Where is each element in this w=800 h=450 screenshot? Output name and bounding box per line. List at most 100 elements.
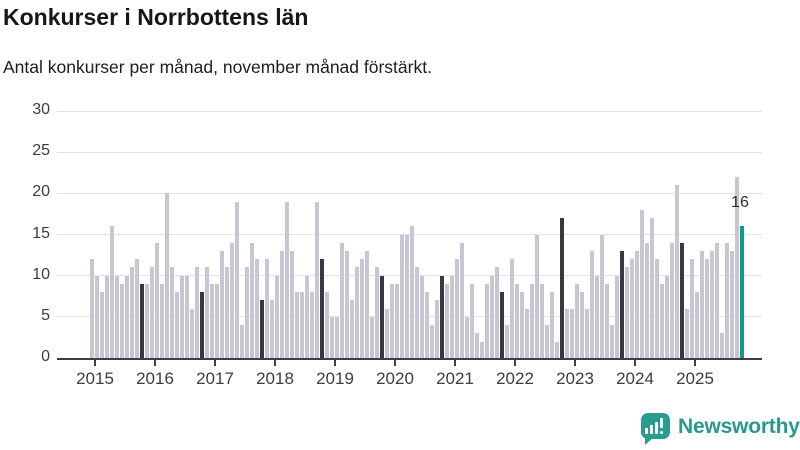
month-bar-2020-5 bbox=[410, 226, 415, 358]
november-bar-2022-11 bbox=[560, 218, 565, 358]
x-axis-label-2023: 2023 bbox=[556, 369, 594, 388]
month-bar-2020-2 bbox=[395, 283, 400, 358]
month-bar-2017-2 bbox=[215, 283, 220, 358]
month-bar-2018-7 bbox=[300, 292, 305, 358]
x-axis-label-2016: 2016 bbox=[136, 369, 174, 388]
month-bar-2024-8 bbox=[665, 275, 670, 358]
x-axis-label-2024: 2024 bbox=[616, 369, 654, 388]
x-axis-tick-2024 bbox=[634, 360, 636, 366]
month-bar-2019-3 bbox=[340, 242, 345, 358]
y-axis-label-20: 20 bbox=[32, 183, 50, 201]
x-axis-tick-2022 bbox=[514, 360, 516, 366]
november-bar-2024-11 bbox=[680, 242, 685, 358]
month-bar-2017-8 bbox=[245, 267, 250, 358]
x-axis-tick-2015 bbox=[94, 360, 96, 366]
month-bar-2020-9 bbox=[430, 325, 435, 358]
month-bar-2023-2 bbox=[575, 283, 580, 358]
month-bar-2025-5 bbox=[710, 250, 715, 358]
month-bar-2021-3 bbox=[460, 242, 465, 358]
month-bar-2020-6 bbox=[415, 267, 420, 358]
month-bar-2024-9 bbox=[670, 242, 675, 358]
y-axis-label-0: 0 bbox=[41, 348, 50, 365]
month-bar-2016-2 bbox=[155, 242, 160, 358]
month-bar-2017-1 bbox=[210, 283, 215, 358]
month-bar-2019-8 bbox=[365, 250, 370, 358]
month-bar-2025-1 bbox=[690, 259, 695, 358]
newsworthy-logo-icon bbox=[641, 413, 670, 439]
month-bar-2015-1 bbox=[90, 259, 95, 358]
month-bar-2020-8 bbox=[425, 292, 430, 358]
month-bar-2023-9 bbox=[610, 325, 615, 358]
x-axis-tick-2021 bbox=[454, 360, 456, 366]
x-axis-label-2018: 2018 bbox=[256, 369, 294, 388]
november-bar-2020-11 bbox=[440, 275, 445, 358]
month-bar-2021-2 bbox=[455, 259, 460, 358]
month-bar-2017-3 bbox=[220, 250, 225, 358]
november-bar-2018-11 bbox=[320, 259, 325, 358]
month-bar-2022-7 bbox=[540, 283, 545, 358]
y-axis-label-25: 25 bbox=[32, 142, 50, 160]
month-bar-2017-9 bbox=[250, 242, 255, 358]
month-bar-2021-6 bbox=[475, 333, 480, 358]
month-bar-2024-4 bbox=[645, 242, 650, 358]
y-axis-label-30: 30 bbox=[32, 101, 50, 118]
y-axis-label-15: 15 bbox=[32, 224, 50, 242]
month-bar-2023-3 bbox=[580, 292, 585, 358]
month-bar-2022-8 bbox=[545, 325, 550, 358]
month-bar-2015-7 bbox=[120, 283, 125, 358]
x-axis-tick-2019 bbox=[334, 360, 336, 366]
november-bar-2021-11 bbox=[500, 292, 505, 358]
month-bar-2025-7 bbox=[720, 333, 725, 358]
month-bar-2024-12 bbox=[685, 308, 690, 358]
x-axis-label-2022: 2022 bbox=[496, 369, 534, 388]
month-bar-2015-4 bbox=[105, 275, 110, 358]
month-bar-2025-8 bbox=[725, 242, 730, 358]
month-bar-2023-10 bbox=[615, 275, 620, 358]
gridline-20 bbox=[57, 192, 762, 194]
month-bar-2016-4 bbox=[165, 193, 170, 358]
november-bar-2017-11 bbox=[260, 300, 265, 358]
month-bar-2018-2 bbox=[275, 275, 280, 358]
month-bar-2016-9 bbox=[190, 308, 195, 358]
month-bar-2019-12 bbox=[385, 308, 390, 358]
month-bar-2016-8 bbox=[185, 275, 190, 358]
x-axis-tick-2018 bbox=[274, 360, 276, 366]
month-bar-2017-5 bbox=[230, 242, 235, 358]
november-bar-2023-11 bbox=[620, 250, 625, 358]
month-bar-2017-10 bbox=[255, 259, 260, 358]
x-axis-tick-2025 bbox=[694, 360, 696, 366]
month-bar-2023-12 bbox=[625, 267, 630, 358]
month-bar-2018-8 bbox=[305, 275, 310, 358]
month-bar-2018-4 bbox=[285, 201, 290, 358]
month-bar-2022-2 bbox=[515, 283, 520, 358]
month-bar-2021-4 bbox=[465, 316, 470, 358]
month-bar-2021-7 bbox=[480, 341, 485, 358]
x-axis-label-2015: 2015 bbox=[76, 369, 114, 388]
month-bar-2017-7 bbox=[240, 325, 245, 358]
month-bar-2015-6 bbox=[115, 275, 120, 358]
month-bar-2021-5 bbox=[470, 283, 475, 358]
month-bar-2025-3 bbox=[700, 250, 705, 358]
month-bar-2018-3 bbox=[280, 250, 285, 358]
gridline-15 bbox=[57, 234, 762, 235]
month-bar-2021-9 bbox=[490, 275, 495, 358]
page-title: Konkurser i Norrbottens län bbox=[3, 4, 309, 30]
month-bar-2021-12 bbox=[505, 325, 510, 358]
month-bar-2024-7 bbox=[660, 283, 665, 358]
month-bar-2016-12 bbox=[205, 267, 210, 358]
month-bar-2018-9 bbox=[310, 292, 315, 358]
month-bar-2020-10 bbox=[435, 300, 440, 358]
month-bar-2024-5 bbox=[650, 218, 655, 358]
month-bar-2016-7 bbox=[180, 275, 185, 358]
month-bar-2017-12 bbox=[265, 259, 270, 358]
x-axis-label-2017: 2017 bbox=[196, 369, 234, 388]
month-bar-2019-1 bbox=[330, 316, 335, 358]
month-bar-2023-5 bbox=[590, 250, 595, 358]
chart-subtitle: Antal konkurser per månad, november måna… bbox=[3, 57, 432, 77]
month-bar-2022-3 bbox=[520, 292, 525, 358]
y-axis-label-10: 10 bbox=[32, 265, 50, 283]
month-bar-2015-9 bbox=[130, 267, 135, 358]
gridline-5 bbox=[57, 316, 762, 318]
month-bar-2015-3 bbox=[100, 292, 105, 358]
month-bar-2020-4 bbox=[405, 234, 410, 358]
